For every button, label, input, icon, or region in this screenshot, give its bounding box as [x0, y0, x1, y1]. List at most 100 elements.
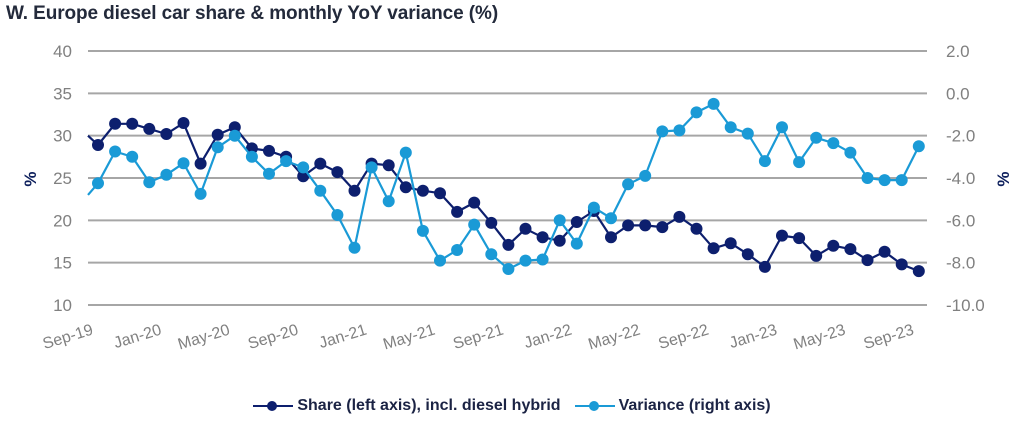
data-point-Oct-20	[314, 184, 327, 197]
data-point-Feb-23	[793, 232, 806, 245]
series-group	[87, 97, 925, 278]
data-point-Sep-23	[912, 140, 925, 153]
y-left-tick-label: 30	[53, 127, 72, 146]
y-axis-left-title: %	[21, 171, 40, 186]
data-point-Dec-20	[348, 241, 361, 254]
data-point-Nov-20	[331, 166, 344, 179]
data-point-Mar-20	[194, 157, 207, 170]
y-right-tick-label: -6.0	[946, 211, 975, 230]
data-point-Feb-21	[382, 159, 395, 172]
data-point-Jun-21	[451, 244, 464, 256]
legend-label-share: Share (left axis), incl. diesel hybrid	[297, 397, 561, 414]
data-point-Mar-23	[810, 249, 823, 262]
data-point-Mar-20	[194, 187, 207, 200]
data-point-Feb-22	[587, 201, 600, 214]
data-point-May-22	[639, 169, 652, 182]
x-tick-label: Jan-20	[112, 322, 164, 353]
data-point-Feb-20	[177, 157, 190, 170]
y-right-tick-label: 2.0	[946, 42, 970, 61]
y-axis-right-title: %	[994, 171, 1013, 186]
data-point-Oct-21	[519, 222, 532, 235]
data-point-Oct-20	[314, 157, 327, 170]
data-point-Jun-20	[245, 150, 258, 163]
legend: Share (left axis), incl. diesel hybrid V…	[0, 394, 1024, 418]
data-point-Oct-22	[724, 121, 737, 134]
data-point-Aug-21	[485, 216, 498, 229]
data-point-May-23	[844, 243, 857, 256]
data-point-Dec-20	[348, 184, 361, 197]
data-point-Feb-21	[382, 195, 395, 208]
data-point-Nov-19	[126, 150, 139, 163]
data-point-Jan-22	[570, 237, 583, 250]
data-point-Apr-22	[622, 219, 635, 232]
data-point-Nov-22	[741, 127, 754, 140]
data-point-Dec-22	[758, 260, 771, 273]
data-point-May-20	[228, 121, 241, 134]
data-point-Sep-21	[502, 263, 515, 275]
x-tick-label: May-21	[381, 322, 437, 354]
data-point-Feb-20	[177, 117, 190, 129]
x-tick-label: Sep-19	[41, 322, 95, 353]
y-left-tick-label: 10	[53, 296, 72, 315]
y-right-tick-label: -4.0	[946, 169, 975, 188]
data-point-Apr-21	[416, 184, 429, 197]
data-point-Apr-20	[211, 128, 224, 141]
data-point-Aug-21	[485, 248, 498, 261]
y-left-tick-label: 35	[53, 84, 72, 103]
data-point-Nov-21	[536, 231, 549, 244]
x-tick-label: Jan-22	[522, 322, 574, 353]
data-point-Jan-21	[365, 161, 378, 174]
legend-item-share: Share (left axis), incl. diesel hybrid	[253, 397, 561, 415]
data-point-Jul-20	[263, 144, 275, 157]
y-axis-right-ticks: 2.0 0.0 -2.0 -4.0 -6.0 -8.0 -10.0	[946, 42, 985, 315]
data-point-Aug-23	[895, 258, 908, 271]
x-tick-label: Jan-21	[317, 322, 369, 353]
data-point-Apr-22	[622, 178, 635, 191]
data-point-May-22	[639, 219, 652, 232]
series-share	[87, 117, 925, 278]
x-axis-ticks: Sep-19 Jan-20 May-20 Sep-20 Jan-21 May-21 Sep-…	[41, 322, 916, 354]
x-tick-label: Sep-20	[246, 322, 300, 353]
x-tick-label: Jan-23	[727, 322, 779, 353]
x-tick-label: Sep-22	[656, 322, 710, 353]
data-point-May-21	[434, 254, 446, 267]
data-point-Sep-21	[502, 238, 515, 251]
x-tick-label: Sep-23	[862, 322, 916, 353]
data-point-Jan-20	[160, 128, 173, 140]
legend-swatch-variance	[574, 399, 615, 413]
data-point-Jul-21	[468, 218, 481, 231]
data-point-May-20	[228, 129, 241, 142]
y-left-tick-label: 15	[53, 254, 72, 273]
legend-label-variance: Variance (right axis)	[618, 397, 771, 414]
data-point-Sep-19	[92, 177, 104, 190]
y-right-tick-label: -2.0	[946, 127, 975, 146]
series-variance	[87, 97, 925, 275]
data-point-Apr-23	[827, 239, 840, 252]
y-left-tick-label: 25	[53, 169, 72, 188]
data-point-Oct-22	[724, 237, 737, 250]
data-point-Apr-20	[211, 141, 224, 154]
data-point-May-23	[844, 146, 857, 159]
y-right-tick-label: -8.0	[946, 254, 975, 273]
x-tick-label: May-22	[586, 322, 642, 354]
data-point-Dec-19	[143, 176, 156, 189]
data-point-Jun-23	[861, 172, 874, 184]
data-point-Mar-22	[605, 231, 617, 244]
data-point-Jan-20	[160, 168, 173, 181]
data-point-Jun-23	[861, 254, 874, 267]
data-point-Jan-22	[570, 216, 583, 228]
x-tick-label: May-20	[176, 322, 232, 354]
data-point-Sep-20	[297, 161, 310, 174]
data-point-Oct-19	[109, 145, 122, 158]
data-point-Sep-19	[92, 139, 104, 151]
y-right-tick-label: -10.0	[946, 296, 985, 315]
data-point-Feb-23	[793, 156, 806, 169]
data-point-Mar-23	[810, 131, 823, 144]
data-point-Jun-22	[656, 125, 669, 138]
data-point-Sep-23	[912, 265, 925, 278]
data-point-Mar-22	[605, 212, 617, 225]
data-point-Apr-23	[827, 137, 840, 150]
data-point-Oct-21	[519, 254, 532, 267]
data-point-Sep-22	[707, 242, 720, 255]
data-point-Dec-21	[553, 234, 566, 247]
